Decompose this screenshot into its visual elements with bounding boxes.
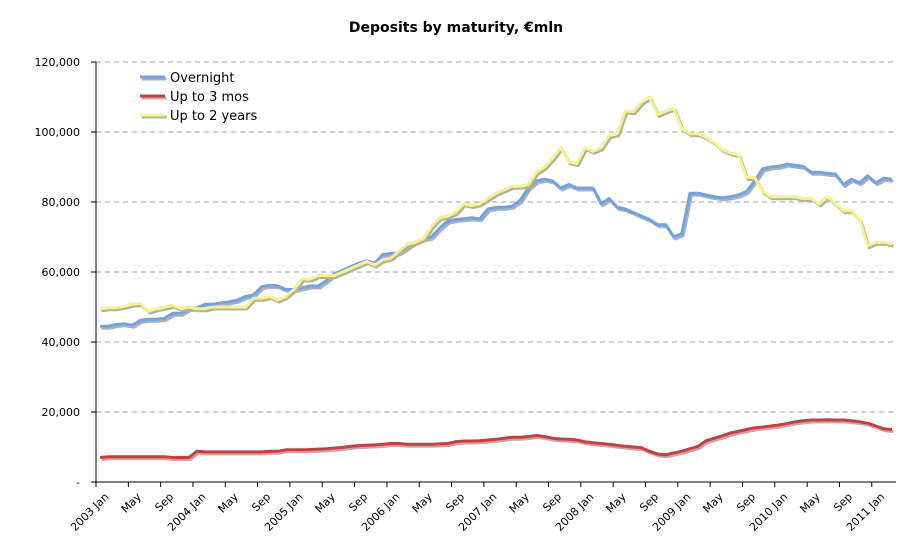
y-tick-label: 100,000 (35, 126, 81, 139)
x-tick-label: May (410, 490, 436, 516)
x-tick-label: Sep (831, 490, 855, 514)
legend: Overnight Up to 3 mos Up to 2 years (140, 71, 257, 124)
series-shadow (101, 164, 894, 330)
x-tick-label: May (507, 490, 533, 516)
legend-label: Up to 3 mos (170, 90, 249, 105)
y-tick-label: 40,000 (42, 336, 81, 349)
series-lines (99, 95, 894, 461)
gridlines (96, 61, 896, 413)
y-tick-label: 80,000 (42, 196, 81, 209)
y-tick-label: 120,000 (35, 56, 81, 69)
x-tick-label: May (797, 490, 823, 516)
legend-label: Up to 2 years (170, 109, 257, 124)
x-tick-label: Sep (152, 490, 176, 514)
legend-label: Overnight (170, 71, 234, 86)
x-tick-label: 2003 Jan (68, 490, 111, 533)
series-line-up-to-3-mos (99, 418, 893, 459)
series-line-overnight (100, 162, 893, 328)
x-tick-label: May (119, 490, 145, 516)
x-tick-label: Sep (443, 490, 467, 514)
x-tick-label: May (700, 490, 726, 516)
chart-title: Deposits by maturity, €mln (349, 20, 563, 36)
x-tick-label: Sep (249, 490, 273, 514)
series-line-up-to-2-years (99, 95, 893, 313)
series-shadow (101, 420, 894, 461)
x-tick-label: May (216, 490, 242, 516)
x-tick-label: Sep (734, 490, 758, 514)
x-tick-label: May (603, 490, 629, 516)
x-tick-label: May (313, 490, 339, 516)
y-axis: - 20,000 40,000 60,000 80,000 100,000 120,000 (35, 56, 97, 489)
x-tick-label: Sep (540, 490, 564, 514)
x-tick-label: Sep (637, 490, 661, 514)
y-tick-label: 20,000 (42, 406, 81, 419)
y-tick-label: - (76, 476, 80, 489)
y-tick-label: 60,000 (42, 266, 81, 279)
x-tick-label: Sep (346, 490, 370, 514)
